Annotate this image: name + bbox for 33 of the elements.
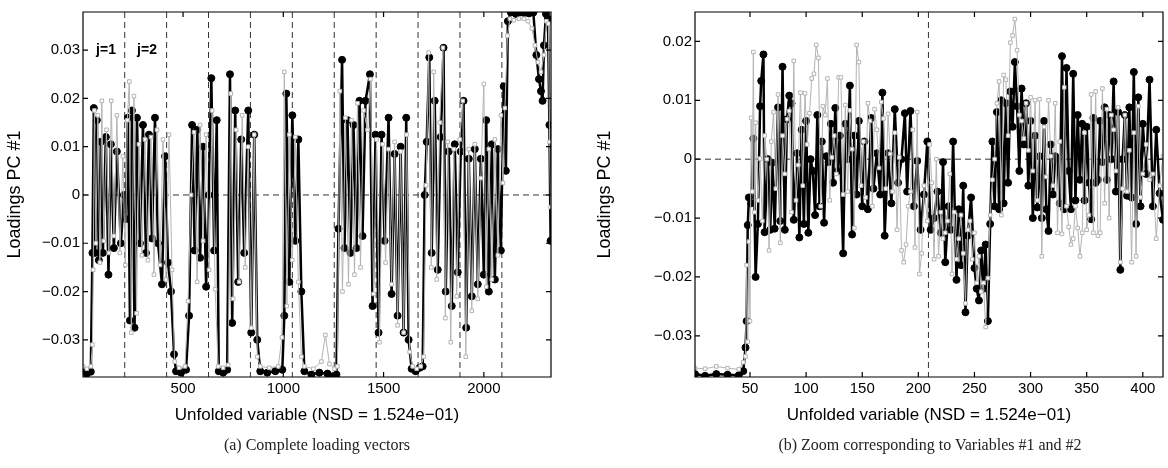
y-tick-label: 0.02 [50, 88, 80, 106]
x-tick-label: 1500 [366, 379, 401, 397]
y-tick-label: −0.02 [654, 267, 692, 285]
y-tick-label: 0.01 [50, 136, 80, 154]
y-axis-title: Loadings PC #1 [3, 130, 24, 259]
x-tick-label: 300 [1018, 379, 1044, 397]
y-tick-label: 0 [71, 185, 80, 203]
y-tick-label: −0.01 [654, 208, 692, 226]
x-tick-label: 400 [1130, 379, 1156, 397]
y-tick-label: 0 [683, 149, 692, 167]
y-tick-label: 0.01 [662, 90, 692, 108]
y-tick-label: −0.02 [42, 281, 80, 299]
x-axis-title: Unfolded variable (NSD = 1.524e−01) [174, 405, 460, 425]
x-tick-label: 500 [170, 379, 196, 397]
x-tick-label: 2000 [467, 379, 501, 397]
x-tick-label: 250 [961, 379, 987, 397]
text: (b) Zoom corresponding to Variables #1 and #2 [777, 436, 1083, 454]
text: (a) Complete loading vectors [222, 436, 412, 454]
y-tick-label: −0.03 [42, 329, 80, 347]
x-axis-title: Unfolded variable (NSD = 1.524e−01) [786, 405, 1072, 425]
x-tick-label: 350 [1074, 379, 1100, 397]
y-tick-label: 0.03 [50, 40, 80, 58]
annotation: j=1 [95, 40, 117, 57]
y-tick-label: 0.02 [662, 31, 692, 49]
x-tick-label: 200 [905, 379, 931, 397]
y-tick-label: −0.03 [654, 325, 692, 343]
y-axis-title: Loadings PC #1 [593, 130, 614, 259]
x-tick-label: 1000 [266, 379, 300, 397]
x-tick-label: 100 [793, 379, 819, 397]
annotation: j=2 [136, 40, 158, 57]
x-tick-label: 50 [741, 379, 759, 397]
y-tick-label: −0.01 [42, 233, 80, 251]
x-tick-label: 150 [849, 379, 875, 397]
